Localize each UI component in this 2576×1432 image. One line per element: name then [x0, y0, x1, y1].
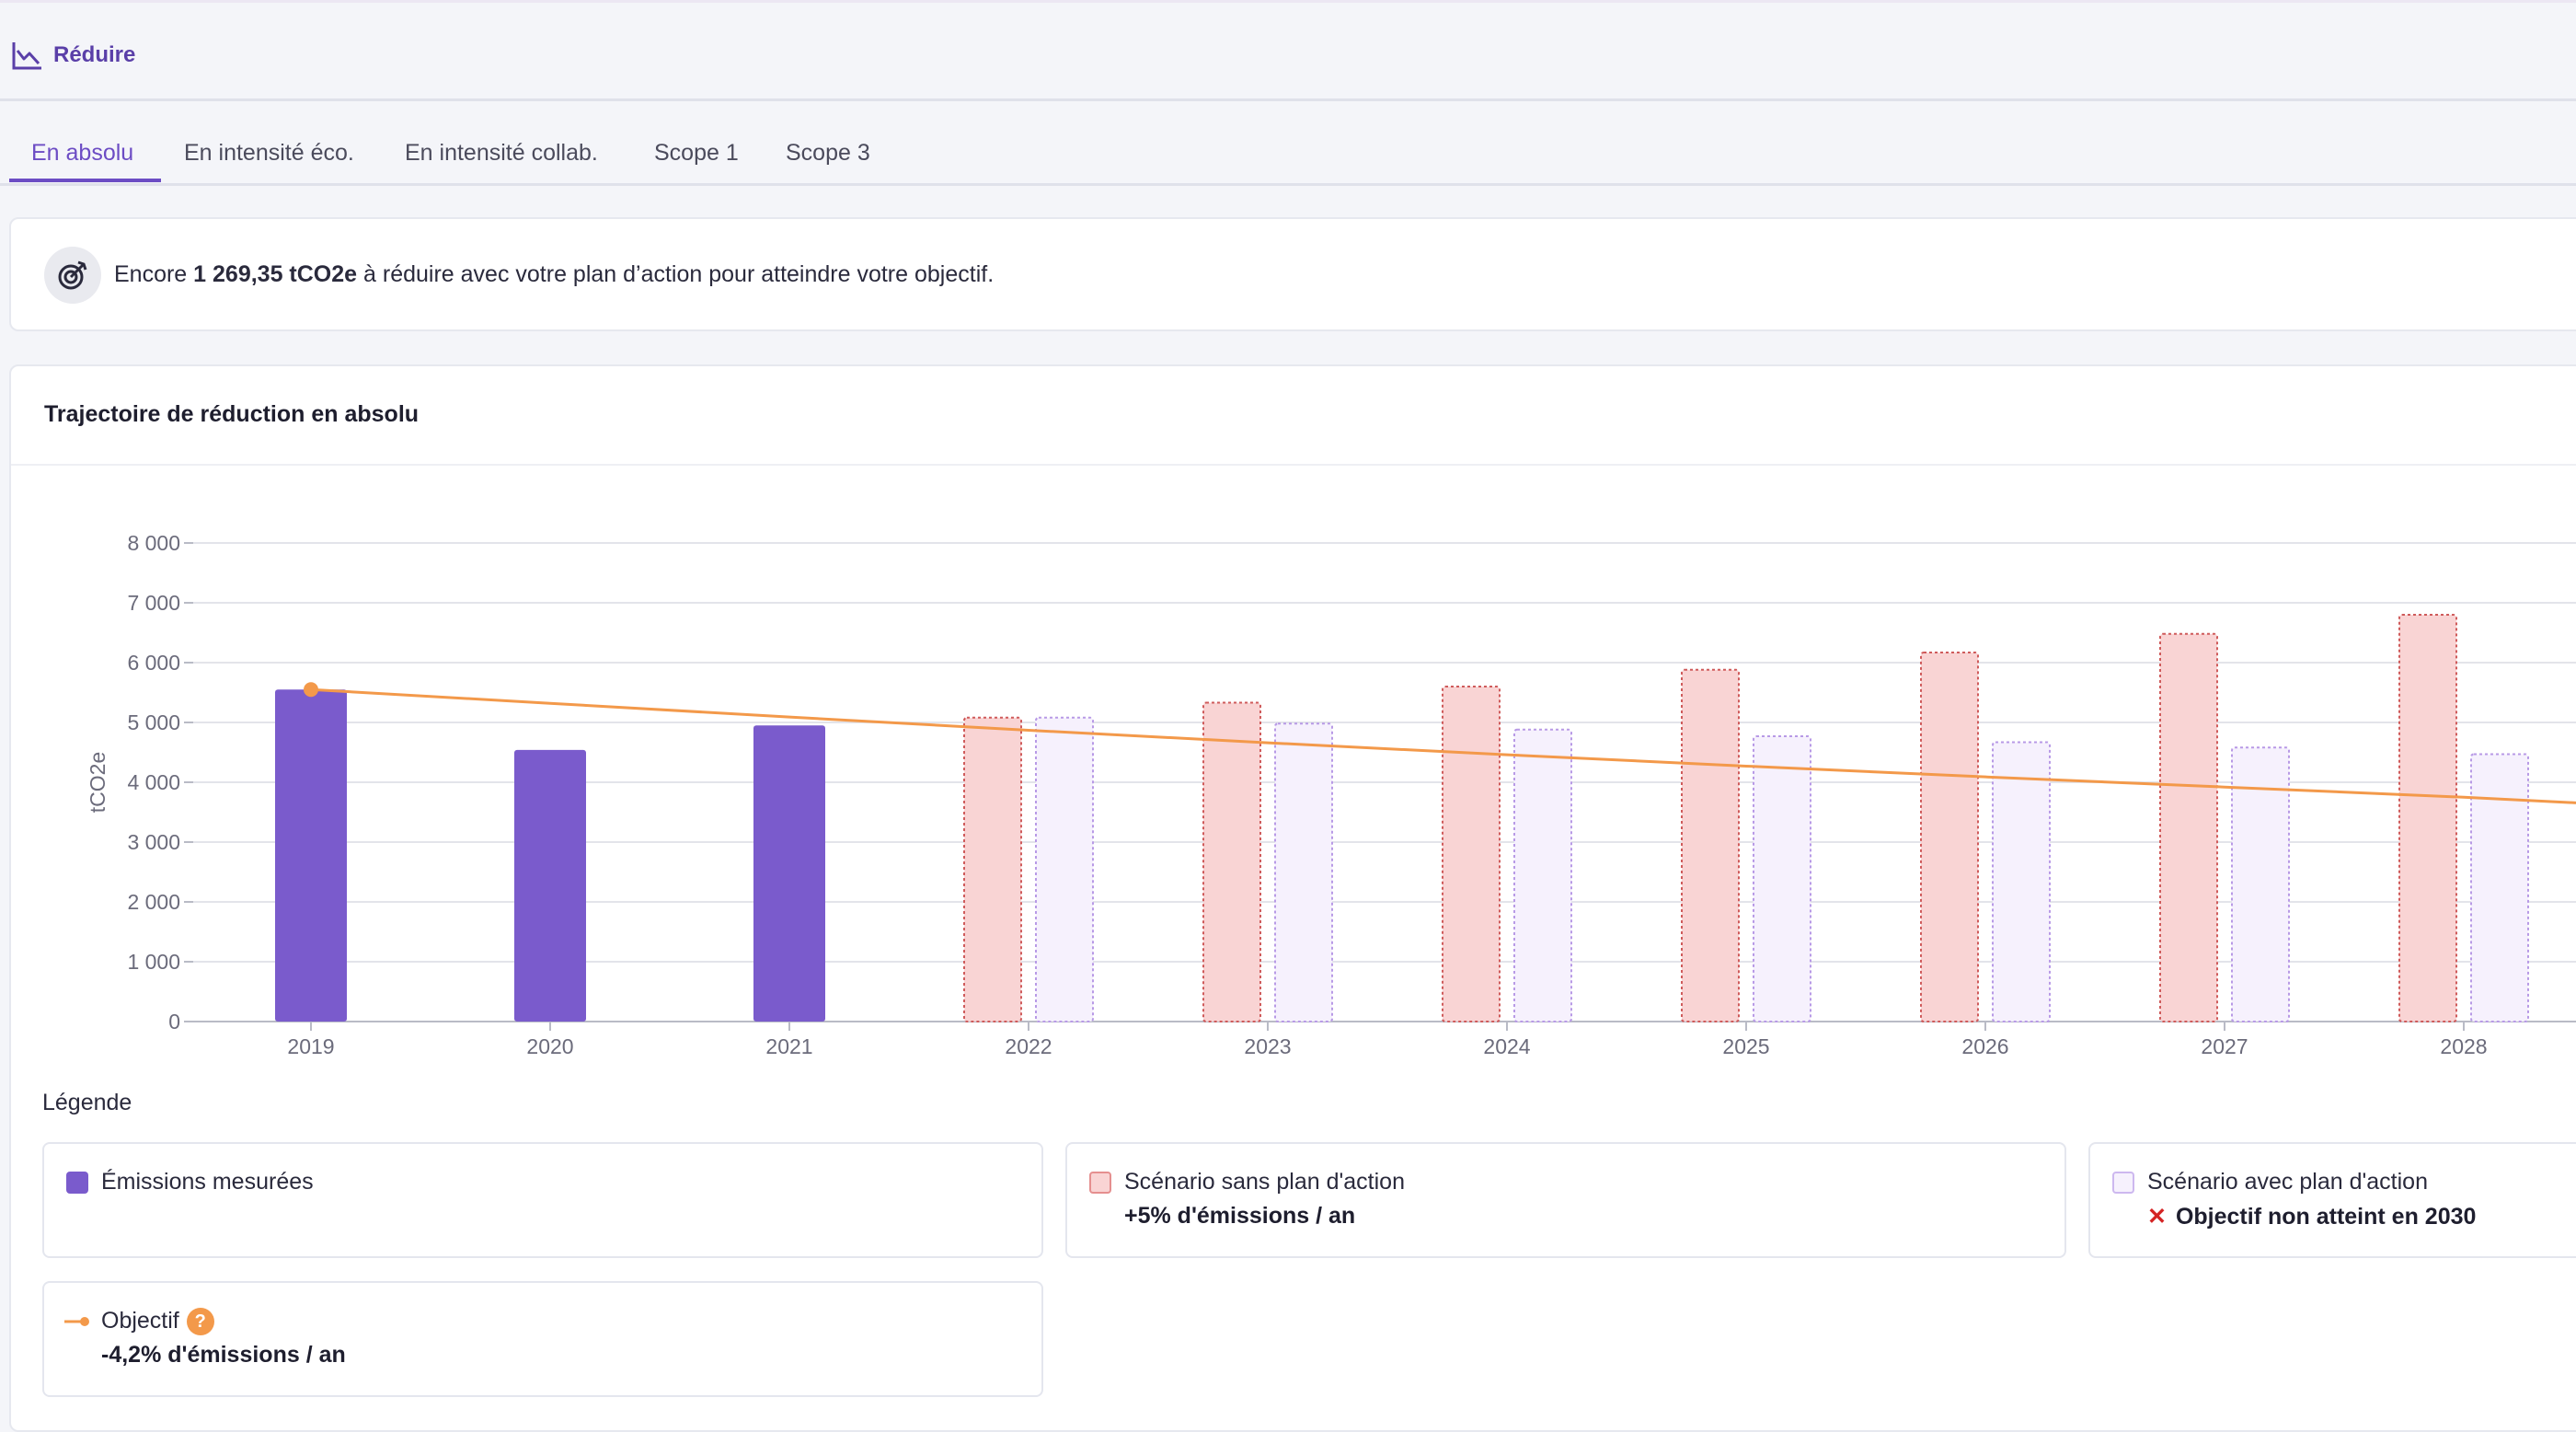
legend-sub-wrapper: ✕ Objectif non atteint en 2030: [2147, 1203, 2476, 1230]
legend-swatch-measured: [66, 1172, 88, 1194]
y-tick-label: 2 000: [127, 890, 180, 914]
bar-with-plan[interactable]: [2470, 753, 2529, 1022]
legend-sub: -4,2% d'émissions / an: [101, 1342, 346, 1368]
x-tick-label: 2023: [1244, 1034, 1291, 1058]
line-marker-icon: [64, 1317, 89, 1326]
close-icon: ✕: [2147, 1204, 2167, 1230]
target-icon: [44, 247, 101, 304]
legend-title: Légende: [42, 1090, 132, 1115]
bar-measured[interactable]: [514, 749, 586, 1022]
x-tick-label: 2026: [1961, 1034, 2008, 1058]
legend-sub: +5% d'émissions / an: [1124, 1203, 1356, 1229]
tab-en-absolu[interactable]: En absolu: [31, 140, 134, 166]
remaining-reduction-value: 1 269,35 tCO2e: [193, 261, 358, 287]
legend-swatch-with-plan: [2112, 1172, 2134, 1194]
bar-with-plan[interactable]: [1513, 728, 1572, 1022]
breadcrumb[interactable]: Réduire: [11, 40, 135, 71]
x-tick-label: 2024: [1483, 1034, 1530, 1058]
chart-line-down-icon: [12, 42, 41, 70]
y-tick-label: 1 000: [127, 950, 180, 974]
tab-intensite-eco[interactable]: En intensité éco.: [184, 140, 354, 166]
tab-scope-3[interactable]: Scope 3: [786, 140, 870, 166]
x-tick-label: 2020: [526, 1034, 573, 1058]
legend-item-measured: Émissions mesurées: [42, 1142, 1043, 1258]
legend-swatch-without-plan: [1089, 1172, 1111, 1194]
legend-label: Objectif: [101, 1308, 179, 1334]
y-tick-label: 8 000: [127, 531, 180, 555]
x-tick-label: 2021: [765, 1034, 812, 1058]
x-tick-label: 2027: [2201, 1034, 2248, 1058]
tab-bar: En absolu En intensité éco. En intensité…: [0, 101, 2576, 186]
legend-item-objective: Objectif? -4,2% d'émissions / an: [42, 1281, 1043, 1397]
tab-intensite-collab[interactable]: En intensité collab.: [405, 140, 598, 166]
help-icon[interactable]: ?: [186, 1308, 214, 1336]
legend-item-without-plan: Scénario sans plan d'action +5% d'émissi…: [1065, 1142, 2066, 1258]
bar-without-plan[interactable]: [1681, 668, 1740, 1022]
x-tick-label: 2025: [1722, 1034, 1769, 1058]
bar-without-plan[interactable]: [2159, 632, 2218, 1022]
active-tab-indicator: [9, 179, 161, 182]
chart-card-header: Trajectoire de réduction en absolu: [11, 366, 2576, 466]
legend-label: Scénario avec plan d'action: [2147, 1169, 2428, 1195]
bar-with-plan[interactable]: [1274, 722, 1333, 1022]
legend-label: Scénario sans plan d'action: [1124, 1169, 1405, 1195]
bar-without-plan[interactable]: [963, 716, 1022, 1022]
x-tick-label: 2019: [287, 1034, 334, 1058]
y-axis-label: tCO2e: [86, 752, 109, 813]
y-tick-label: 7 000: [127, 591, 180, 615]
bar-with-plan[interactable]: [1992, 741, 2051, 1022]
bar-without-plan[interactable]: [2398, 614, 2457, 1022]
x-tick-label: 2028: [2440, 1034, 2487, 1058]
y-tick-label: 6 000: [127, 651, 180, 675]
y-tick-label: 0: [168, 1010, 180, 1034]
bar-with-plan[interactable]: [1035, 716, 1094, 1022]
legend-item-with-plan: Scénario avec plan d'action ✕ Objectif no…: [2088, 1142, 2576, 1258]
chart-title: Trajectoire de réduction en absolu: [44, 401, 420, 427]
y-tick-label: 4 000: [127, 770, 180, 794]
bar-measured[interactable]: [275, 689, 347, 1022]
remaining-reduction-banner: Encore 1 269,35 tCO2e à réduire avec vot…: [9, 217, 2576, 331]
y-tick-label: 3 000: [127, 830, 180, 854]
legend-sub: Objectif non atteint en 2030: [2175, 1204, 2477, 1230]
bar-without-plan[interactable]: [1202, 701, 1261, 1022]
bar-without-plan[interactable]: [1442, 686, 1501, 1022]
bar-with-plan[interactable]: [2231, 746, 2290, 1022]
objective-line: [310, 687, 2576, 804]
top-bar: Réduire: [0, 0, 2576, 101]
y-tick-label: 5 000: [127, 710, 180, 734]
remaining-reduction-text: Encore 1 269,35 tCO2e à réduire avec vot…: [114, 261, 995, 287]
x-tick-label: 2022: [1005, 1034, 1052, 1058]
legend-label-wrapper: Objectif?: [101, 1308, 214, 1336]
breadcrumb-label: Réduire: [53, 42, 136, 67]
objective-start-point: [304, 682, 318, 698]
bar-measured[interactable]: [753, 725, 825, 1022]
tab-scope-1[interactable]: Scope 1: [654, 140, 739, 166]
legend-label: Émissions mesurées: [101, 1169, 314, 1195]
bar-with-plan[interactable]: [1753, 734, 1811, 1022]
bar-without-plan[interactable]: [1920, 651, 1979, 1022]
